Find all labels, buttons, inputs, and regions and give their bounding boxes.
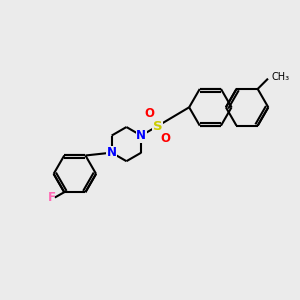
- Text: N: N: [136, 129, 146, 142]
- Text: O: O: [161, 132, 171, 145]
- Text: CH₃: CH₃: [272, 72, 290, 82]
- Text: N: N: [107, 146, 117, 159]
- Text: S: S: [153, 120, 162, 133]
- Text: O: O: [144, 107, 154, 120]
- Text: F: F: [48, 191, 56, 204]
